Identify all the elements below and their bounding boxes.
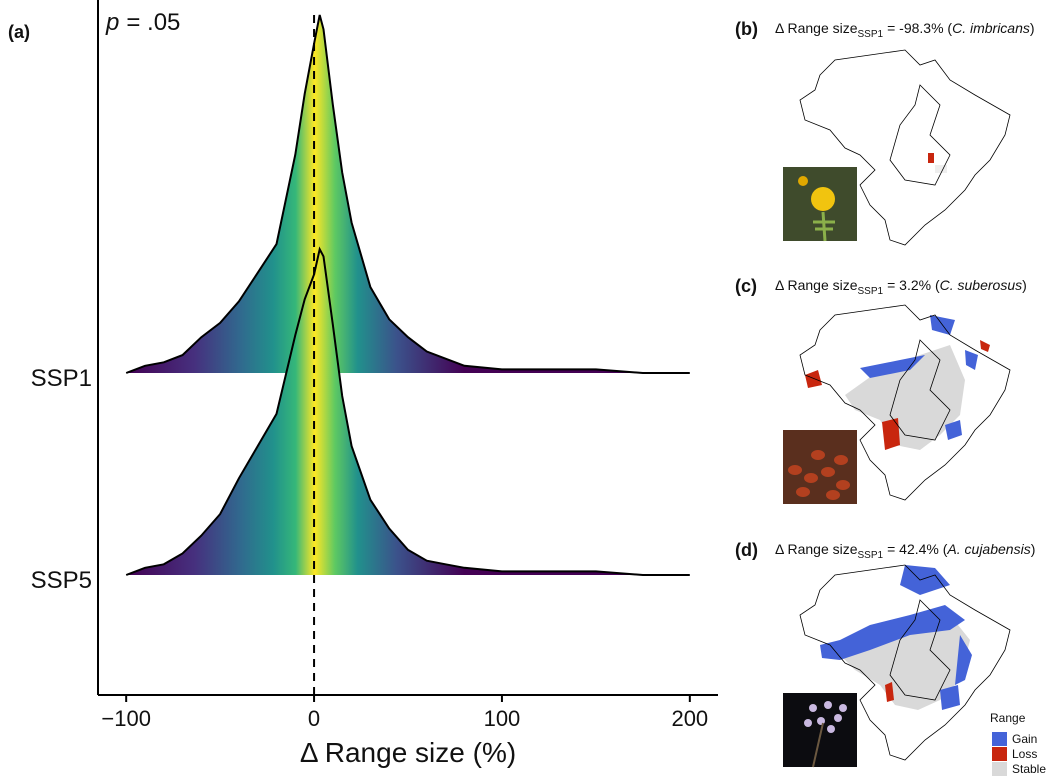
photo-fruit [804, 473, 818, 483]
photo-fruit [796, 487, 810, 497]
title-subscript: SSP1 [858, 29, 884, 40]
map [799, 49, 1011, 246]
photo-fruit [821, 467, 835, 477]
ridge-outline [125, 14, 690, 374]
title-close: ) [1031, 541, 1036, 557]
stable-area [935, 165, 947, 173]
panel-label: (a) [8, 22, 30, 42]
ridge-outline [125, 246, 690, 576]
title-prefix: Δ Range size [775, 277, 858, 293]
ridge-area [126, 15, 690, 373]
stable-area [845, 345, 965, 450]
loss-area [885, 682, 894, 702]
title-value: = 3.2% ( [887, 277, 940, 293]
photo-flower [834, 714, 842, 722]
photo-fruit [834, 455, 848, 465]
x-tick-label: 200 [671, 706, 708, 731]
title-subscript: SSP1 [858, 550, 884, 561]
map-panel-label: (b) [735, 19, 758, 39]
photo-flower [827, 725, 835, 733]
loss-area [805, 340, 990, 450]
photo-background [783, 693, 857, 767]
annotation-text: = .05 [126, 9, 180, 36]
legend-label: Stable [1012, 762, 1046, 776]
x-tick-label: −100 [101, 706, 151, 731]
ridge-label: SSP1 [31, 365, 92, 392]
legend-swatch [992, 747, 1007, 761]
photo-flower [798, 176, 808, 186]
x-tick-label: 100 [484, 706, 521, 731]
map-title: Δ Range sizeSSP1 = -98.3% (C. imbricans) [775, 20, 1035, 40]
map-panel-label: (d) [735, 540, 758, 560]
title-species: A. cujabensis [946, 541, 1030, 557]
legend-title: Range [990, 711, 1026, 725]
map-title: Δ Range sizeSSP1 = 3.2% (C. suberosus) [775, 277, 1027, 297]
title-value: = 42.4% ( [887, 541, 948, 557]
title-prefix: Δ Range size [775, 20, 858, 36]
title-species: C. imbricans [952, 20, 1030, 36]
map [799, 304, 1011, 501]
map-panel-label: (c) [735, 276, 757, 296]
annotation-symbol: p [105, 9, 119, 36]
photo-fruit [811, 450, 825, 460]
photo-flower [809, 704, 817, 712]
gain-area [820, 565, 972, 710]
annotation: p = .05 [105, 9, 180, 36]
species-photo [783, 167, 857, 242]
title-prefix: Δ Range size [775, 541, 858, 557]
legend-label: Gain [1012, 732, 1037, 746]
species-photo [783, 430, 857, 504]
legend-label: Loss [1012, 747, 1037, 761]
map-title: Δ Range sizeSSP1 = 42.4% (A. cujabensis) [775, 541, 1035, 561]
title-subscript: SSP1 [858, 286, 884, 297]
species-photo [783, 693, 857, 768]
title-close: ) [1030, 20, 1035, 36]
biome-outline [889, 339, 951, 441]
photo-fruit [836, 480, 850, 490]
legend-swatch [992, 762, 1007, 776]
title-close: ) [1022, 277, 1027, 293]
loss-area [928, 153, 934, 163]
photo-leaves [813, 211, 835, 242]
ridge-label: SSP5 [31, 567, 92, 594]
photo-flower [804, 719, 812, 727]
photo-stem [812, 722, 824, 768]
title-species: C. suberosus [940, 277, 1022, 293]
title-value: = -98.3% ( [887, 20, 952, 36]
biome-outline [889, 84, 951, 186]
map [799, 564, 1011, 761]
x-axis-label: Δ Range size (%) [300, 737, 516, 768]
photo-flower [811, 187, 835, 211]
photo-flower [839, 704, 847, 712]
legend-swatch [992, 732, 1007, 746]
biome-outline [889, 599, 951, 701]
photo-flower [824, 701, 832, 709]
x-tick-label: 0 [308, 706, 320, 731]
photo-fruit [788, 465, 802, 475]
photo-fruit [826, 490, 840, 500]
ridge-area [126, 249, 690, 575]
